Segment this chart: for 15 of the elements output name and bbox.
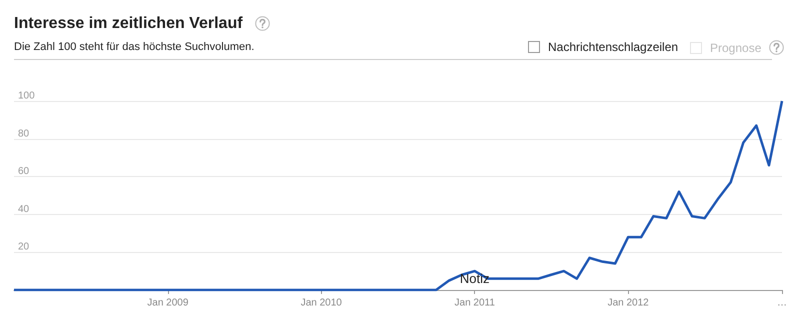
text: Prognose	[710, 40, 762, 54]
y-tick-label: 80	[18, 128, 30, 140]
text: Nachrichtenschlagzeilen	[548, 40, 678, 54]
chart-title: Interesse im zeitlichen Verlauf	[14, 15, 244, 33]
x-tick-label: Jan 2012	[608, 298, 650, 308]
x-tick-label: Jan 2011	[454, 298, 496, 308]
x-tick-label: Jan 2010	[300, 298, 342, 308]
x-tick-label: …	[777, 298, 787, 308]
x-tick-label: Jan 2009	[147, 298, 189, 308]
chart-subtitle: Die Zahl 100 steht für das höchste Suchvolumen.	[14, 41, 254, 53]
y-tick-label: 60	[18, 166, 30, 178]
annotation: Notiz	[460, 271, 490, 286]
y-tick-label: 40	[18, 204, 30, 215]
y-tick-label: 100	[18, 90, 36, 102]
y-tick-label: 20	[18, 242, 30, 253]
